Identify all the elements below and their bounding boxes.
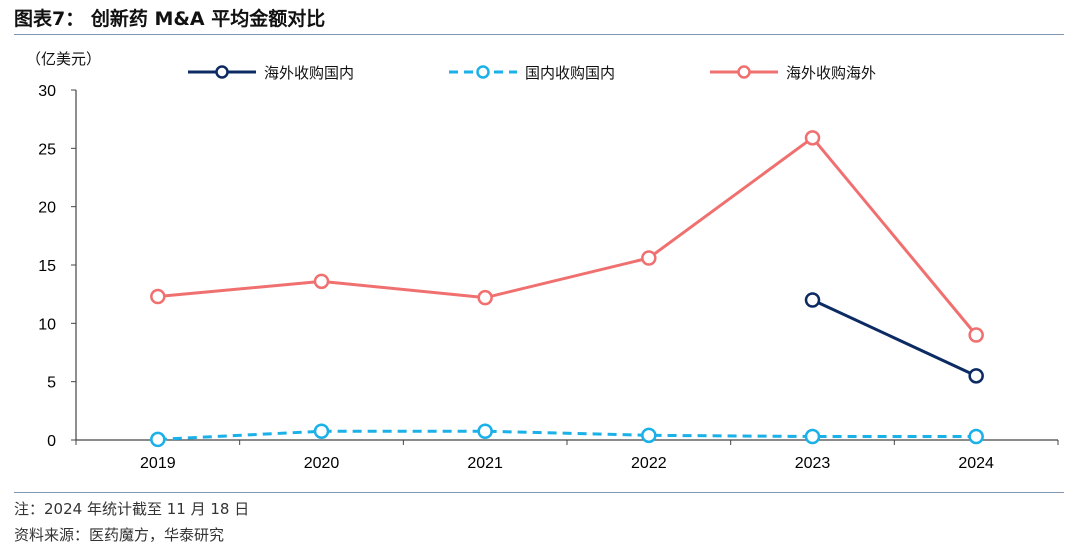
data-point-overseas_overseas	[804, 130, 821, 146]
x-tick-label: 2024	[958, 455, 994, 472]
data-point-domestic_domestic	[804, 428, 821, 445]
data-point-overseas_overseas	[150, 288, 166, 305]
data-point-domestic_domestic	[150, 431, 166, 448]
x-tick-label: 2019	[140, 455, 176, 472]
x-tick-label: 2021	[467, 455, 503, 472]
footnote: 注：2024 年统计截至 11 月 18 日	[14, 500, 250, 518]
y-tick-label: 5	[47, 375, 56, 392]
y-tick-label: 10	[38, 316, 56, 333]
data-point-overseas_overseas	[477, 289, 493, 306]
legend-item-overseas-overseas: 海外收购海外	[710, 58, 876, 86]
y-tick-label: 15	[38, 258, 56, 275]
y-tick-label: 20	[38, 200, 56, 217]
data-point-overseas_domestic	[804, 292, 821, 308]
legend-item-domestic-domestic: 国内收购国内	[449, 58, 615, 86]
series-line-overseas_domestic	[811, 298, 977, 378]
y-tick-label: 25	[38, 141, 56, 158]
x-tick-label: 2020	[304, 455, 340, 472]
y-tick-label: 30	[38, 83, 56, 100]
data-point-domestic_domestic	[313, 423, 330, 439]
y-tick-label: 0	[47, 433, 56, 450]
data-point-domestic_domestic	[477, 423, 493, 439]
legend-item-overseas-domestic: 海外收购国内	[188, 58, 354, 86]
chart-legend: 海外收购国内 国内收购国内 海外收购海外	[0, 58, 1080, 86]
legend-label: 海外收购海外	[786, 63, 877, 82]
legend-marker-overseas-domestic	[188, 65, 256, 79]
x-tick-label: 2022	[631, 455, 667, 472]
source-note: 资料来源：医药魔方，华泰研究	[14, 526, 225, 544]
data-point-overseas_domestic	[968, 368, 984, 384]
legend-marker-domestic-domestic	[449, 65, 517, 79]
figure-title: 图表7： 创新药 M&A 平均金额对比	[14, 8, 326, 30]
data-point-domestic_domestic	[641, 427, 657, 444]
data-point-overseas_overseas	[313, 273, 330, 290]
y-unit-label: （亿美元）	[26, 50, 102, 68]
legend-marker-overseas-overseas	[710, 65, 778, 79]
data-point-overseas_overseas	[641, 250, 657, 266]
data-point-overseas_overseas	[968, 327, 984, 343]
legend-label: 国内收购国内	[525, 63, 616, 82]
data-point-domestic_domestic	[968, 428, 984, 445]
top-rule	[14, 34, 1064, 35]
x-tick-label: 2023	[795, 455, 831, 472]
legend-label: 海外收购国内	[264, 63, 355, 82]
bottom-rule	[14, 492, 1064, 493]
series-line-overseas_overseas	[157, 136, 978, 336]
series-line-domestic_domestic	[157, 429, 977, 441]
